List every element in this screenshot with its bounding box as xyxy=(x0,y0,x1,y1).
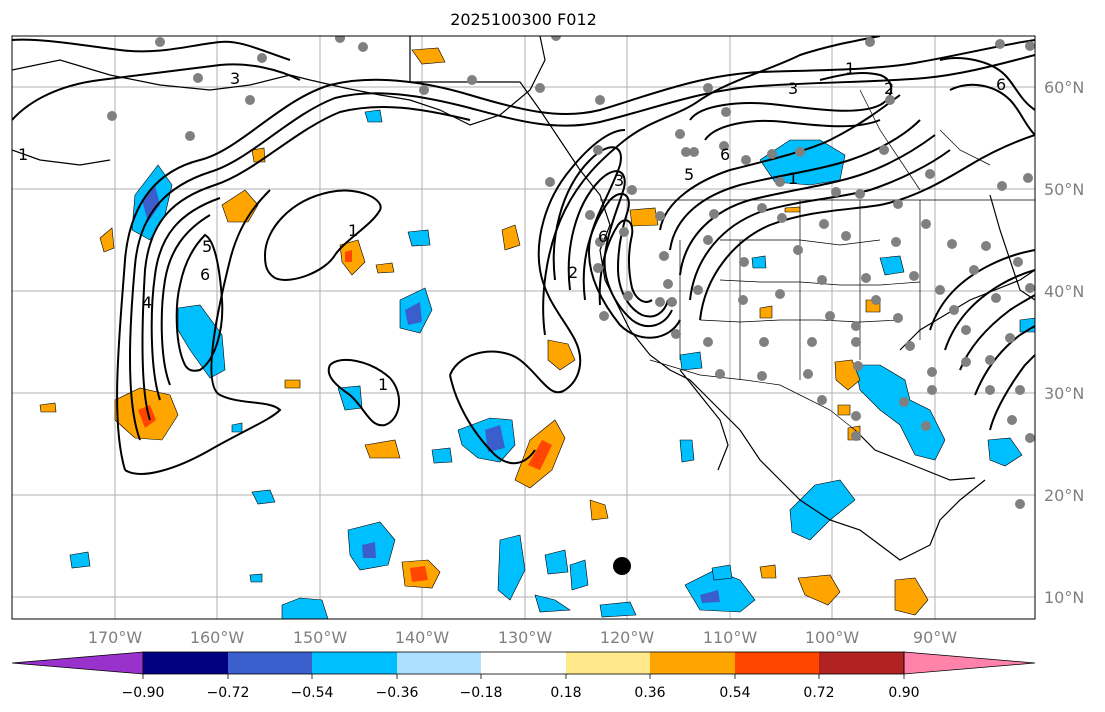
contour-label: 6 xyxy=(598,227,608,246)
contour-label: 1 xyxy=(18,145,28,164)
contour-label: 4 xyxy=(142,293,152,312)
lat-label: 40°N xyxy=(1044,282,1084,301)
contour-label: 1 xyxy=(378,375,388,394)
contour-label: 6 xyxy=(200,265,210,284)
colorbar-extend-left xyxy=(11,651,144,675)
lat-label: 20°N xyxy=(1044,486,1084,505)
colorbar-label: 0.72 xyxy=(803,685,834,701)
contour-label: 5 xyxy=(202,237,212,256)
colorbar-label: −0.54 xyxy=(291,685,334,701)
station-dots xyxy=(107,36,1035,509)
colorbar-bin xyxy=(735,652,819,674)
contour-label: 6 xyxy=(720,145,730,164)
contour-label: 2 xyxy=(884,79,894,98)
colorbar-bin xyxy=(650,652,735,674)
colorbar-extend-right xyxy=(903,651,1036,675)
colorbar-bin xyxy=(397,652,481,674)
contour-label: 5 xyxy=(684,165,694,184)
colorbar-label: −0.72 xyxy=(207,685,250,701)
contour-label: 1 xyxy=(348,221,358,240)
longitude-labels: 170°W 160°W 150°W 140°W 130°W 120°W 110°… xyxy=(88,628,957,647)
colorbar-label: 0.18 xyxy=(550,685,581,701)
contour-labels: 1 1 1 1 1 2 3 4 5 6 6 3 6 2 3 5 6 xyxy=(18,59,1006,394)
colorbar-bin xyxy=(228,652,312,674)
lon-label: 140°W xyxy=(395,628,450,647)
colorbar-label: −0.90 xyxy=(122,685,165,701)
lon-label: 110°W xyxy=(703,628,758,647)
colorbar-label: −0.18 xyxy=(460,685,503,701)
lon-label: 160°W xyxy=(190,628,245,647)
contour-label: 3 xyxy=(788,79,798,98)
position-marker xyxy=(613,557,631,575)
lon-label: 130°W xyxy=(498,628,553,647)
anomaly-fills xyxy=(39,47,1035,619)
colorbar-label: 0.54 xyxy=(719,685,750,701)
colorbar-frame xyxy=(142,651,905,675)
colorbar: −0.90 −0.72 −0.54 −0.36 −0.18 0.18 0.36 … xyxy=(11,651,1036,701)
lat-label: 30°N xyxy=(1044,384,1084,403)
colorbar-bin xyxy=(143,652,228,674)
colorbar-bin xyxy=(312,652,397,674)
lon-label: 120°W xyxy=(600,628,655,647)
lat-label: 60°N xyxy=(1044,78,1084,97)
map-title: 2025100300 F012 xyxy=(450,10,597,29)
contour-label: 3 xyxy=(614,171,624,190)
contour-label: 1 xyxy=(788,169,798,188)
contour-label: 1 xyxy=(845,59,855,78)
contour-label: 6 xyxy=(996,75,1006,94)
lat-label: 50°N xyxy=(1044,180,1084,199)
lon-label: 150°W xyxy=(293,628,348,647)
contour-label: 2 xyxy=(568,263,578,282)
latitude-labels: 60°N 50°N 40°N 30°N 20°N 10°N xyxy=(1044,78,1084,607)
colorbar-bin xyxy=(481,652,566,674)
gridlines xyxy=(12,36,1035,619)
lon-label: 170°W xyxy=(88,628,143,647)
colorbar-bin xyxy=(819,652,904,674)
colorbar-bin xyxy=(566,652,650,674)
height-contours xyxy=(12,36,1035,475)
colorbar-label: 0.36 xyxy=(634,685,665,701)
lon-label: 90°W xyxy=(913,628,957,647)
map-frame xyxy=(11,35,1036,620)
colorbar-label: 0.90 xyxy=(888,685,919,701)
lat-label: 10°N xyxy=(1044,588,1084,607)
colorbar-label: −0.36 xyxy=(376,685,419,701)
lon-label: 100°W xyxy=(805,628,860,647)
contour-label: 3 xyxy=(230,69,240,88)
